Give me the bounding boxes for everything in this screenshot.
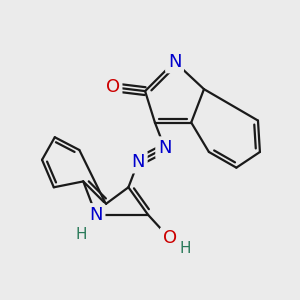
Text: N: N (89, 206, 103, 224)
Text: N: N (168, 53, 181, 71)
Text: H: H (180, 241, 191, 256)
Text: O: O (106, 78, 120, 96)
Text: N: N (158, 139, 172, 157)
Text: H: H (76, 227, 87, 242)
Text: O: O (163, 229, 177, 247)
Text: N: N (131, 153, 145, 171)
